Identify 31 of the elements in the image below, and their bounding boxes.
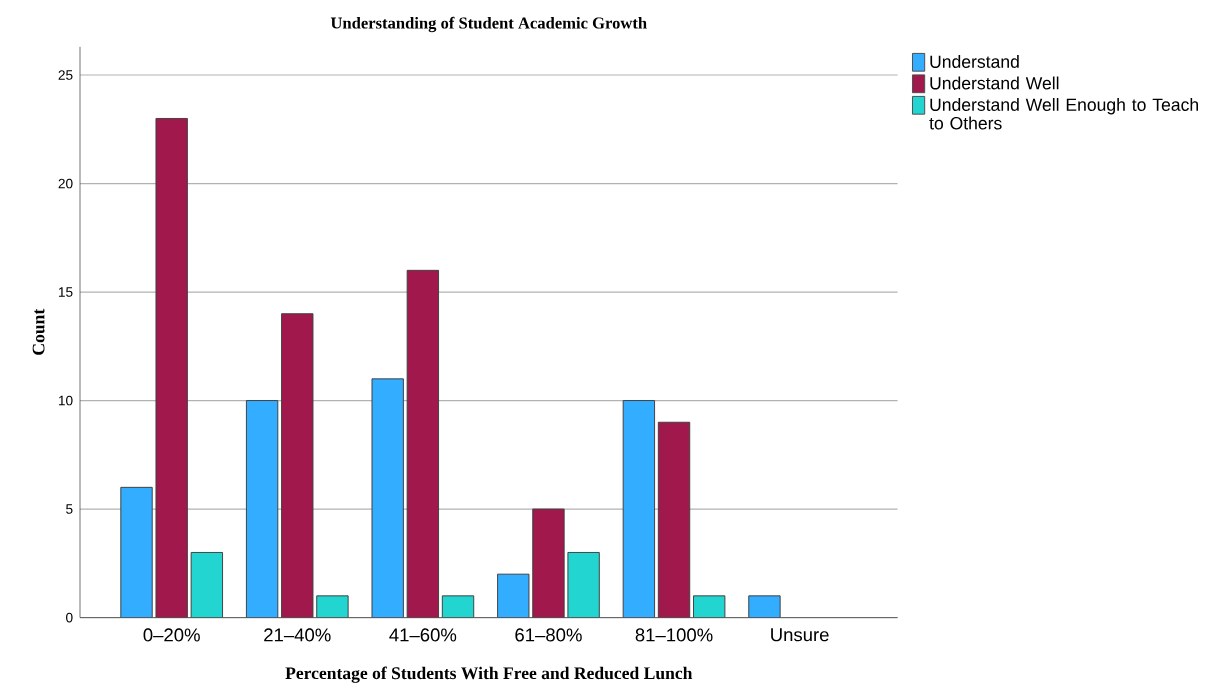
bar xyxy=(120,487,153,618)
y-tick-label: 10 xyxy=(58,395,73,406)
x-tick-label: 41–60% xyxy=(389,628,457,642)
chart-title: Understanding of Student Academic Growth xyxy=(330,16,647,33)
x-tick-label: Unsure xyxy=(771,628,829,642)
bar xyxy=(245,400,279,618)
y-axis-title: Count xyxy=(32,309,45,355)
bar xyxy=(371,378,404,618)
bar xyxy=(497,573,530,618)
bar xyxy=(190,552,224,618)
y-tick-label: 0 xyxy=(66,612,73,623)
x-tick-label: 81–100% xyxy=(635,628,713,642)
bar xyxy=(622,400,656,618)
legend-label: Understand xyxy=(930,55,1019,69)
legend-label: Understand Well Enough to Teach to Others xyxy=(929,98,1198,130)
y-tick-label: 20 xyxy=(58,178,73,189)
bar xyxy=(281,313,314,618)
bar xyxy=(748,595,781,618)
x-tick-label: 0–20% xyxy=(143,628,200,642)
bar xyxy=(657,421,691,618)
bar xyxy=(155,118,188,618)
x-tick-label: 61–80% xyxy=(515,628,582,642)
x-tick-label: 21–40% xyxy=(264,628,331,642)
y-tick-label: 15 xyxy=(58,287,73,297)
bar xyxy=(567,552,600,618)
bar xyxy=(532,508,565,618)
x-axis-title: Percentage of Students With Free and Reduced Lunch xyxy=(285,666,693,684)
y-tick-label: 5 xyxy=(66,504,73,514)
bar xyxy=(406,270,440,618)
legend-label: Understand Well xyxy=(930,76,1059,90)
y-tick-label: 25 xyxy=(58,70,73,81)
